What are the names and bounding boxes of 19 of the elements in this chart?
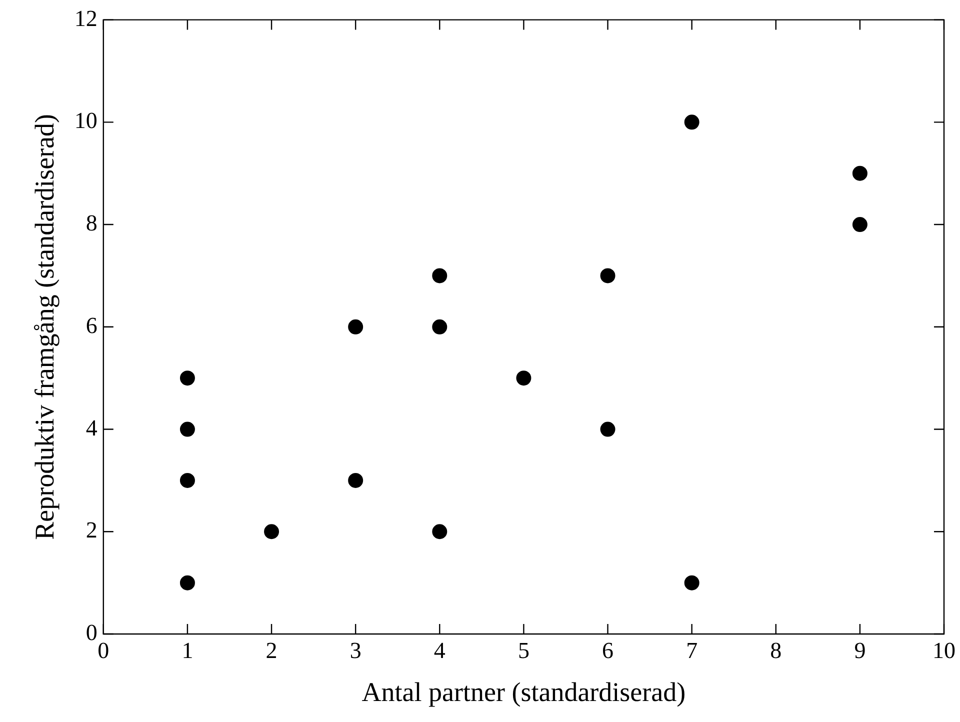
x-axis-title: Antal partner (standardiserad) (362, 676, 686, 707)
y-tick-label: 6 (86, 312, 98, 338)
x-tick-label: 4 (434, 638, 446, 663)
x-tick-label: 1 (182, 638, 194, 663)
x-tick-label: 10 (932, 638, 956, 663)
x-tick-label: 7 (686, 638, 698, 663)
x-tick-label: 2 (266, 638, 278, 663)
y-axis-title: Reproduktiv framgång (standardiserad) (29, 114, 60, 540)
y-tick-label: 0 (86, 620, 98, 646)
x-tick-label: 5 (518, 638, 530, 663)
x-tick-label: 3 (350, 638, 362, 663)
y-tick-label: 10 (74, 108, 98, 134)
x-tick-label: 8 (770, 638, 782, 663)
x-tick-label: 6 (602, 638, 614, 663)
y-tick-label: 2 (86, 518, 98, 543)
y-tick-label: 12 (74, 6, 98, 31)
y-tick-label: 8 (86, 210, 98, 236)
x-tick-label: 9 (854, 638, 866, 663)
y-tick-label: 4 (86, 415, 98, 440)
